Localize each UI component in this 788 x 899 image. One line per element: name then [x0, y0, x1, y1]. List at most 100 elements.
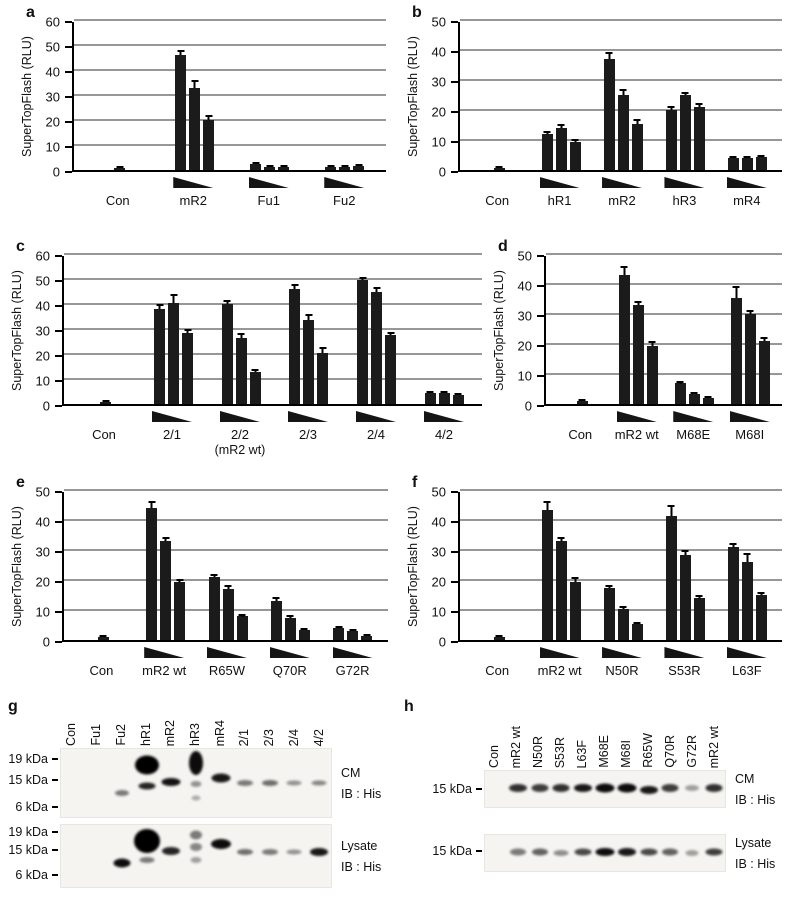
y-tick-mark — [451, 551, 458, 553]
blot-side-label: IB : His — [341, 859, 382, 874]
bar-group — [554, 256, 610, 404]
chart-body: SuperTopFlash (RLU) 0 10 20 30 40 50 Con mR2 wt N… — [404, 486, 782, 678]
error-bar — [335, 626, 343, 628]
bar — [249, 369, 261, 404]
error-bar — [349, 629, 357, 631]
x-category-label: N50R — [605, 663, 639, 678]
x-label-row: Con mR2 wt N50R S53R L63F — [458, 663, 782, 678]
y-tick-label: 50 — [431, 484, 446, 500]
lane-label: Q70R — [663, 735, 678, 768]
lane-label-area: Con mR2 wt N50R S53R L63F M68E M68I R65W Q70R G72… — [484, 700, 726, 770]
error-bar — [237, 332, 245, 338]
titration-wedge-icon — [539, 177, 580, 188]
chart-main: Con hR1 mR2 hR3 mR4 — [458, 19, 782, 208]
gridline — [64, 353, 482, 355]
x-category-sublabel — [342, 443, 410, 457]
bar-group — [72, 492, 134, 640]
error-bar — [224, 584, 232, 590]
wedge-cell — [716, 177, 778, 189]
y-axis: 0 10 20 30 40 50 — [508, 250, 544, 413]
bar — [317, 346, 329, 404]
y-axis-label: SuperTopFlash (RLU) — [20, 36, 34, 158]
y-tick-mark — [451, 81, 458, 83]
bar — [493, 166, 505, 170]
panel-letter-h: h — [404, 698, 414, 715]
bar — [236, 613, 248, 640]
panel-letter-a: a — [26, 4, 35, 21]
bar — [303, 314, 315, 404]
bar-group — [468, 492, 530, 640]
error-bar — [116, 165, 123, 168]
error-bar — [634, 300, 642, 306]
panel-c: c SuperTopFlash (RLU) 0 10 20 30 40 50 60 Con 2/1… — [8, 238, 482, 457]
titration-wedge-icon — [664, 177, 705, 188]
x-category-label: S53R — [668, 663, 701, 678]
y-tick-mark — [537, 375, 544, 377]
wedge-cell — [466, 647, 528, 659]
x-category-sublabel: (mR2 wt) — [214, 443, 266, 457]
chart-body: SuperTopFlash (RLU) 0 10 20 30 40 50 Con mR2 wt M… — [490, 250, 782, 442]
x-category-label: mR2 — [608, 193, 636, 208]
y-tick-mark — [537, 255, 544, 257]
mw-marker: 15 kDa — [8, 843, 58, 857]
error-bar — [156, 304, 163, 309]
x-category-label: mR2 wt — [614, 427, 659, 442]
wedge-cell — [609, 411, 666, 423]
titration-wedge-icon — [288, 411, 328, 422]
error-bar — [426, 390, 434, 393]
bar-chart-f: SuperTopFlash (RLU) 0 10 20 30 40 50 Con mR2 wt N… — [404, 486, 782, 678]
bar — [208, 574, 220, 640]
blot-strip: 19 kDa 15 kDa 6 kDa CM IB : His — [8, 748, 388, 818]
protein-band — [211, 773, 231, 783]
titration-wedge-icon — [726, 647, 767, 658]
y-tick-mark — [65, 121, 72, 123]
bar-group — [654, 492, 716, 640]
lane-label-row: Con mR2 wt N50R S53R L63F M68E M68I R65W Q70R G72… — [404, 700, 782, 770]
western-blot-h: Con mR2 wt N50R S53R L63F M68E M68I R65W Q70R G72… — [404, 700, 782, 872]
error-bar — [619, 605, 627, 609]
x-category-label: 2/4 — [366, 427, 386, 442]
blot-image — [60, 748, 332, 818]
wedge-row — [544, 411, 782, 423]
protein-band — [134, 755, 159, 775]
y-tick-mark — [65, 171, 72, 173]
protein-band — [286, 849, 302, 855]
gridline — [74, 19, 386, 21]
y-tick-label: 50 — [45, 39, 60, 55]
bar-group — [307, 22, 382, 170]
chart-main: Con 2/1 2/2 2/3 2/4 4/2 (mR2 wt) — [62, 253, 482, 457]
x-category-label: Con — [105, 193, 130, 208]
chart-body: SuperTopFlash (RLU) 0 10 20 30 40 50 Con hR1 mR2 h… — [404, 16, 782, 208]
bar — [665, 505, 677, 640]
panel-a: a SuperTopFlash (RLU) 0 10 20 30 40 50 60 Con mR2… — [18, 4, 386, 208]
wedge-cell — [133, 647, 196, 659]
bar — [741, 553, 753, 640]
y-tick-label: 50 — [35, 273, 50, 289]
bar-groups — [64, 256, 482, 404]
blot-side-labels: Lysate IB : His — [332, 824, 388, 888]
error-bar — [170, 294, 177, 303]
bar — [741, 156, 753, 170]
y-axis-label: SuperTopFlash (RLU) — [406, 36, 420, 158]
x-label-row: Con hR1 mR2 hR3 mR4 — [458, 193, 782, 208]
bar — [541, 131, 553, 170]
y-tick-label: 30 — [35, 323, 50, 339]
bar — [160, 536, 172, 640]
bar — [727, 156, 739, 170]
mw-marker: 19 kDa — [8, 752, 58, 766]
error-bar — [305, 314, 313, 320]
panel-b: b SuperTopFlash (RLU) 0 10 20 30 40 50 Con hR1 mR… — [404, 4, 782, 208]
titration-wedge-icon — [220, 411, 260, 422]
marker-tick — [52, 758, 58, 761]
bar-groups — [546, 256, 782, 404]
gridline — [64, 579, 388, 581]
error-bar — [280, 165, 287, 167]
panel-f: f SuperTopFlash (RLU) 0 10 20 30 40 50 Con mR2 w… — [404, 474, 782, 678]
titration-wedge-icon — [173, 177, 214, 188]
error-bar — [743, 553, 751, 562]
error-bar — [729, 542, 737, 548]
error-bar — [681, 550, 689, 555]
y-tick-label: 40 — [431, 514, 446, 530]
bar — [175, 50, 186, 170]
error-bar — [690, 391, 698, 394]
